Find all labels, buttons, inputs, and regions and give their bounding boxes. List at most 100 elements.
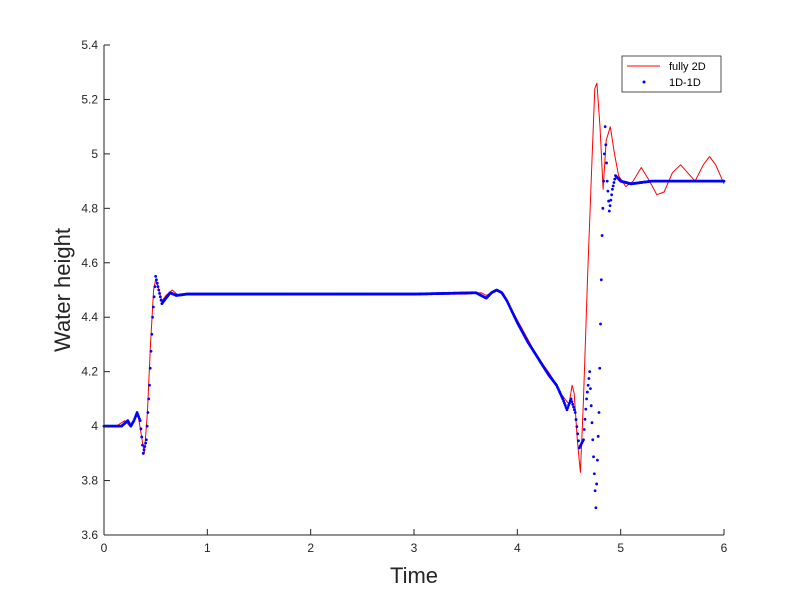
series-point	[158, 292, 161, 295]
x-tick-label: 0	[101, 541, 108, 555]
series-point	[599, 278, 603, 282]
series-point	[562, 399, 566, 403]
series-point	[586, 383, 590, 387]
y-tick-label: 4.2	[81, 365, 98, 379]
series-point	[590, 421, 594, 425]
series-point	[157, 288, 161, 292]
series-point	[585, 390, 589, 394]
legend-label-1d-1d: 1D-1D	[669, 77, 701, 89]
series-point	[613, 177, 617, 181]
series-point	[148, 383, 151, 387]
series-point	[138, 419, 142, 423]
series-point	[600, 234, 604, 237]
series-point	[588, 370, 592, 374]
series-point	[594, 506, 598, 510]
x-tick-label: 3	[411, 541, 418, 555]
series-point	[149, 349, 153, 353]
y-ticks: 3.6 3.8 4 4.2 4.4 4.6 4.8 5 5.2 5.4	[81, 38, 110, 542]
series-point	[577, 439, 580, 443]
series-point	[587, 377, 591, 380]
series-point	[575, 425, 579, 429]
y-tick-label: 4.6	[81, 256, 98, 270]
series-point	[158, 295, 162, 299]
x-tick-label: 1	[204, 541, 211, 555]
y-tick-label: 4	[91, 419, 98, 433]
x-tick-label: 5	[617, 541, 624, 555]
series-point	[563, 401, 566, 405]
series-point	[159, 298, 163, 302]
series-point	[595, 482, 599, 486]
series-point	[608, 204, 612, 208]
series-dots-1d-1d	[102, 125, 726, 510]
legend-swatch-1d-1d	[642, 80, 646, 84]
series-point	[573, 411, 577, 414]
series-point	[605, 179, 609, 183]
y-tick-label: 3.6	[81, 528, 98, 542]
series-point	[584, 407, 588, 411]
series-point	[603, 125, 607, 129]
series-point	[599, 322, 602, 326]
y-tick-label: 5.2	[81, 92, 98, 106]
y-tick-label: 3.8	[81, 474, 98, 488]
series-point	[605, 161, 608, 165]
series-point	[143, 445, 147, 448]
series-point	[592, 455, 595, 459]
series-point	[155, 281, 159, 285]
y-axis-label: Water height	[50, 228, 75, 352]
series-point	[139, 427, 143, 431]
series-point	[576, 432, 580, 436]
series-point	[145, 424, 149, 428]
series-point	[572, 408, 576, 412]
series-point	[563, 404, 567, 407]
series-point	[570, 400, 574, 404]
legend-label-fully-2d: fully 2D	[669, 61, 706, 73]
series-point	[567, 404, 570, 407]
series-point	[148, 366, 152, 370]
series-point	[565, 408, 569, 412]
series-point	[596, 458, 599, 462]
series-point	[598, 366, 602, 370]
x-tick-label: 6	[721, 541, 728, 555]
x-ticks: 0 1 2 3 4 5 6	[101, 529, 728, 555]
series-point	[607, 209, 611, 213]
series-point	[585, 397, 588, 401]
series-point	[569, 397, 573, 401]
x-axis-label: Time	[390, 563, 438, 588]
series-point	[597, 411, 601, 414]
y-tick-label: 4.4	[81, 310, 98, 324]
legend: fully 2D 1D-1D	[621, 55, 722, 93]
series-point	[602, 152, 606, 156]
series-point	[146, 411, 150, 414]
series-point	[589, 387, 592, 391]
series-point	[607, 199, 611, 203]
series-point	[582, 438, 585, 442]
y-tick-label: 5	[91, 147, 98, 161]
series-point	[593, 489, 597, 493]
y-tick-label: 5.4	[81, 38, 98, 52]
series-point	[602, 179, 606, 183]
series-point	[722, 179, 726, 183]
series-point	[596, 434, 600, 438]
series-point	[142, 448, 146, 452]
series-point	[589, 404, 593, 408]
series-point	[611, 187, 614, 191]
series-point	[574, 418, 578, 421]
series-point	[583, 417, 587, 421]
series-point	[144, 438, 148, 442]
series-point	[151, 305, 155, 309]
series-point	[612, 181, 616, 184]
series-point	[561, 397, 565, 401]
series-point	[582, 428, 586, 431]
series-point	[610, 193, 614, 197]
series-point	[151, 315, 154, 319]
x-tick-label: 2	[307, 541, 314, 555]
series-point	[609, 198, 613, 202]
series-point	[572, 405, 575, 409]
series-point	[150, 332, 154, 336]
series-point	[601, 206, 605, 210]
series-point	[144, 441, 147, 445]
series-point	[592, 472, 596, 476]
series-point	[156, 285, 160, 288]
series-point	[566, 406, 570, 409]
